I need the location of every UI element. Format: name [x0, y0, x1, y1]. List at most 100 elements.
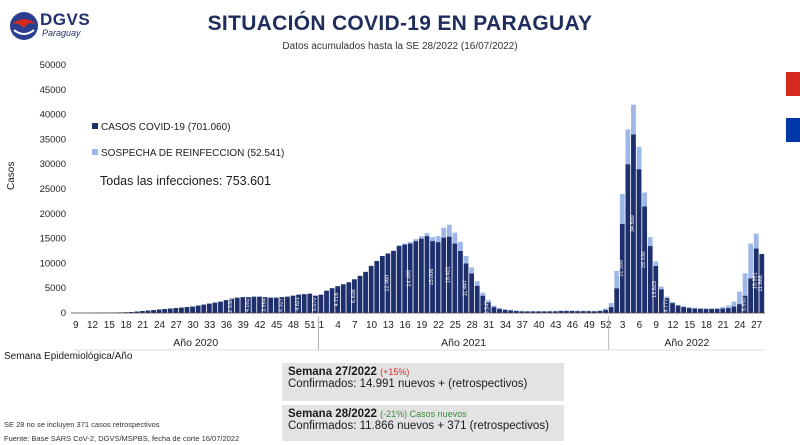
bar-value-label: 4.777 [663, 299, 669, 313]
bar-cases [285, 296, 290, 313]
bar-cases [246, 297, 251, 313]
bar-cases [240, 297, 246, 313]
bar-cases [296, 294, 302, 313]
bar-cases [474, 285, 480, 313]
x-tick-label: 10 [366, 320, 378, 331]
bar-reinfection [547, 310, 553, 312]
x-tick-label: 33 [204, 320, 216, 331]
bar-cases [257, 296, 262, 313]
bar-cases [608, 307, 614, 313]
bar-value-label: 6.838 [351, 289, 357, 303]
bar-cases [385, 253, 391, 313]
bar-reinfection [586, 310, 592, 312]
bar-cases [709, 309, 714, 313]
bar-reinfection [647, 237, 653, 247]
week-28-box: Semana 28/2022 (-21%) Casos nuevos Confi… [282, 405, 564, 441]
bar-cases [725, 308, 731, 313]
x-tick-label: 19 [416, 320, 428, 331]
bar-cases [541, 311, 547, 313]
bar-reinfection [469, 267, 475, 274]
bar-cases [698, 308, 703, 313]
bar-reinfection [485, 300, 491, 303]
bar-value-label: 12.460 [384, 275, 390, 292]
bar-reinfection [753, 233, 759, 249]
bar-value-label: 3.545 [485, 301, 491, 315]
bar-cases [703, 309, 709, 313]
bar-reinfection [564, 310, 569, 312]
week-27-confirmed: Confirmados: 14.991 nuevos + (retrospect… [288, 378, 528, 390]
bar-reinfection [391, 250, 396, 251]
y-tick-label: 20000 [40, 209, 66, 220]
bar-cases [184, 307, 190, 313]
x-tick-label: 42 [254, 320, 266, 331]
bar-value-label: 5.950 [741, 297, 747, 311]
bar-cases [463, 263, 469, 313]
bar-reinfection [519, 310, 525, 312]
bar-cases [363, 271, 368, 313]
bar-cases [547, 311, 553, 313]
bar-cases [525, 311, 530, 313]
bar-cases [446, 236, 452, 313]
x-tick-label: 9 [653, 320, 659, 331]
logo-text: DGVS [40, 10, 91, 29]
y-tick-label: 5000 [45, 283, 66, 294]
bar-reinfection [575, 310, 581, 312]
bar-reinfection [435, 236, 441, 243]
bar-cases [156, 309, 162, 313]
x-tick-label: 21 [718, 320, 730, 331]
bar-cases [720, 308, 726, 313]
bar-cases [307, 293, 313, 313]
bar-cases [575, 311, 581, 313]
week-28-confirmed: Confirmados: 11.866 nuevos + 371 (retros… [288, 420, 549, 432]
bar-cases [262, 297, 268, 313]
bar-reinfection [664, 296, 670, 299]
x-tick-label: 6 [637, 320, 643, 331]
bar-reinfection [569, 310, 575, 312]
page-title: SITUACIÓN COVID-19 EN PARAGUAY [207, 12, 593, 35]
bar-cases [201, 304, 207, 313]
week-28-title: Semana 28/2022 [288, 408, 377, 420]
x-tick-label: 12 [667, 320, 679, 331]
bar-cases [592, 311, 597, 313]
bar-cases [619, 223, 625, 313]
week-27-change: (+15%) [380, 367, 410, 377]
globe-logo-icon [10, 12, 38, 40]
bar-value-label: 4.327 [278, 298, 284, 312]
bar-reinfection [614, 270, 620, 289]
bar-value-label: 34.800 [630, 215, 636, 232]
bar-value-label: 4.716 [334, 293, 340, 307]
bar-cases [206, 303, 212, 313]
bar-value-label: 5.070 [312, 297, 318, 311]
bar-value-label: 21.550 [619, 260, 625, 277]
x-tick-label: 3 [620, 320, 626, 331]
bar-reinfection [703, 308, 709, 310]
bar-value-label: 11.866 [758, 275, 764, 291]
x-tick-label: 16 [399, 320, 411, 331]
y-tick-label: 45000 [40, 85, 66, 96]
bar-cases [508, 310, 514, 313]
bar-cases [692, 308, 698, 313]
x-tick-label: 28 [466, 320, 478, 331]
bar-cases [279, 297, 285, 313]
bar-reinfection [748, 243, 754, 279]
bar-cases [419, 238, 424, 313]
bar-reinfection [407, 242, 413, 244]
bar-reinfection [474, 281, 480, 286]
bar-cases [346, 282, 352, 313]
x-tick-label: 18 [701, 320, 713, 331]
year-group-label: Año 2020 [173, 337, 218, 349]
bar-reinfection [530, 311, 536, 312]
y-tick-label: 30000 [40, 159, 66, 170]
x-tick-label: 43 [550, 320, 562, 331]
x-tick-label: 31 [483, 320, 495, 331]
bar-reinfection [731, 301, 737, 307]
bar-reinfection [424, 233, 430, 237]
bar-reinfection [592, 310, 597, 312]
bar-reinfection [502, 309, 508, 311]
bar-cases [435, 242, 441, 313]
x-tick-label: 52 [600, 320, 612, 331]
x-tick-label: 40 [533, 320, 545, 331]
bar-cases [748, 278, 754, 313]
bar-value-label: 14.495 [407, 270, 413, 287]
bar-cases [586, 311, 592, 313]
